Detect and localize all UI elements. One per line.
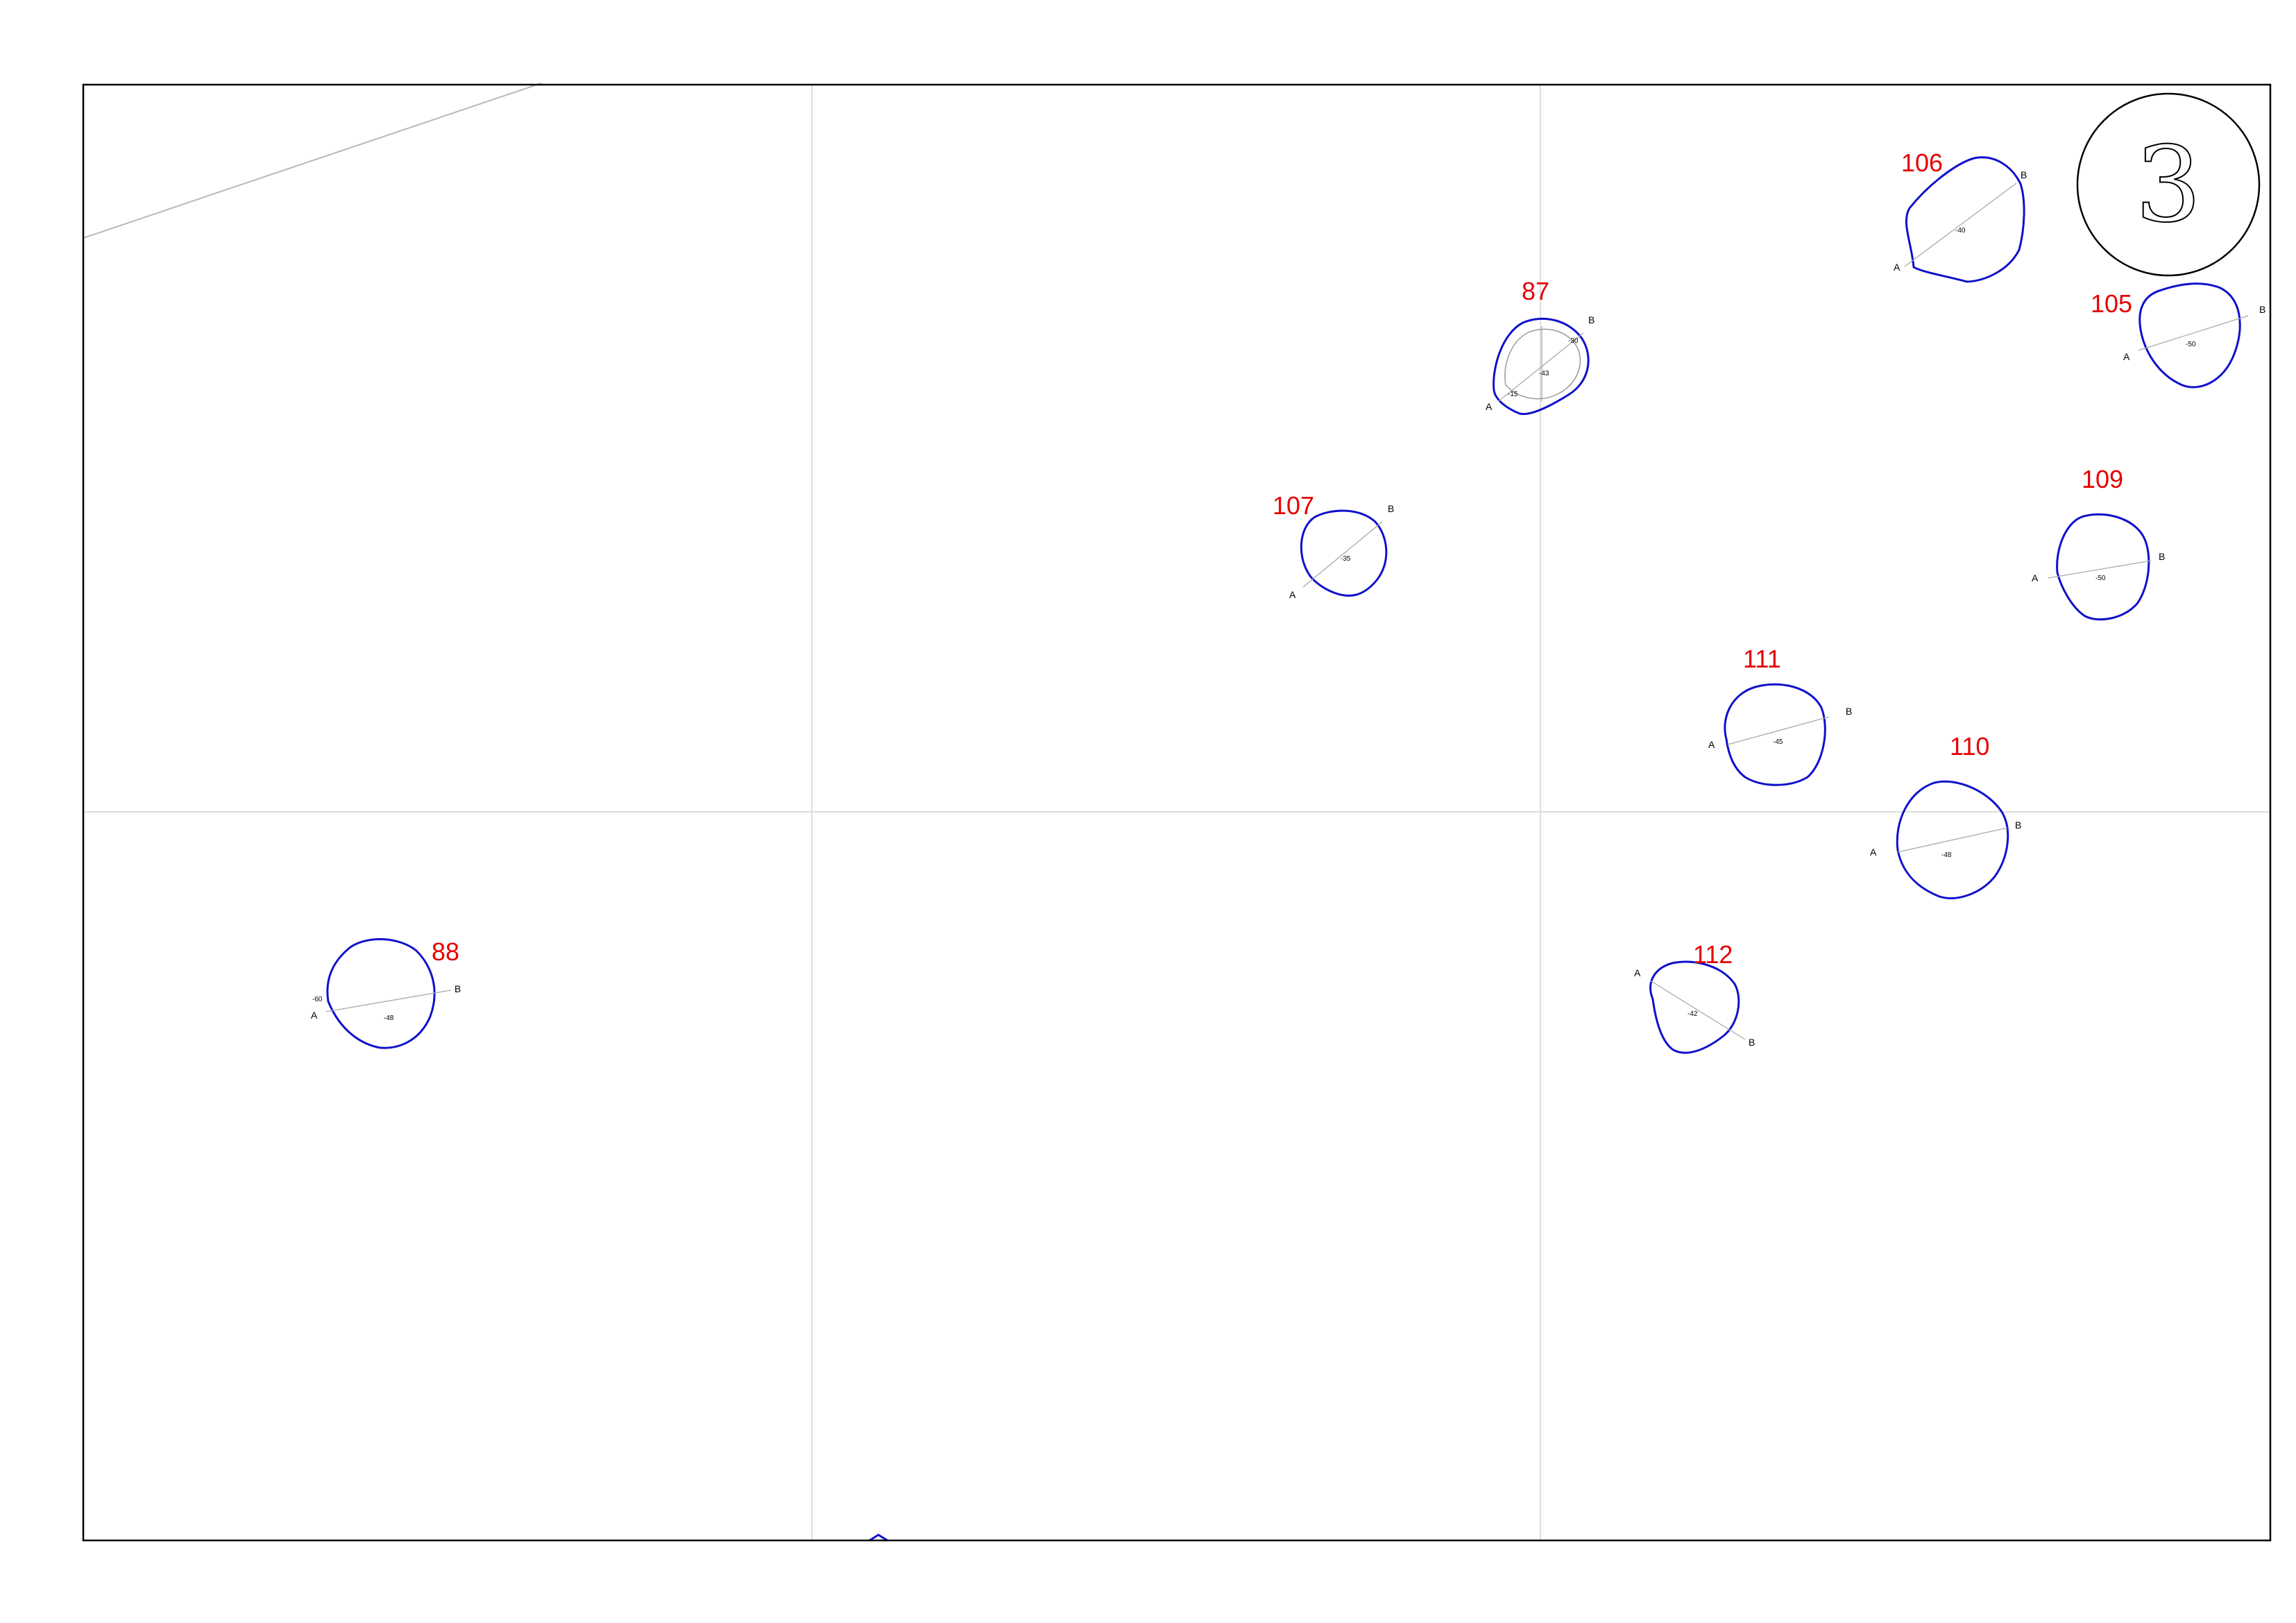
depth-value: -30: [1568, 337, 1579, 345]
section-line: [1904, 182, 2017, 267]
section-end-b: B: [2259, 304, 2265, 315]
feature-105[interactable]: 105 A B -50: [2091, 282, 2265, 389]
depth-value: -60: [312, 996, 323, 1003]
depth-value: -15: [1508, 391, 1518, 398]
feature-outline: [1724, 683, 1826, 786]
feature-88[interactable]: 88 A B -60 -48: [311, 937, 461, 1049]
section-end-a: A: [1708, 739, 1715, 750]
grid: [83, 85, 2270, 1540]
section-end-b: B: [1388, 503, 1394, 514]
feature-number: 87: [1522, 277, 1549, 305]
section-end-b: B: [2159, 551, 2165, 562]
feature-number: 105: [2091, 289, 2132, 318]
section-end-b: B: [454, 983, 461, 994]
section-end-a: A: [1634, 967, 1641, 978]
feature-outline: [1493, 317, 1590, 416]
feature-106[interactable]: 106 A B -40: [1894, 148, 2027, 283]
feature-number: 107: [1273, 491, 1314, 520]
feature-number: 110: [1950, 732, 1989, 760]
section-end-a: A: [1486, 401, 1493, 412]
section-end-a: A: [1870, 847, 1877, 858]
section-line: [2048, 560, 2152, 579]
depth-value: -35: [1341, 555, 1351, 563]
depth-value: -48: [384, 1014, 394, 1022]
feature-111[interactable]: 111 A B -45: [1708, 645, 1852, 786]
section-end-a: A: [1894, 262, 1900, 273]
feature-outline: [1905, 156, 2025, 283]
depth-value: -50: [2095, 575, 2106, 582]
depth-value: -50: [2186, 341, 2196, 348]
feature-87[interactable]: 87 A B -30 -43 -15: [1486, 277, 1595, 416]
section-line: [1727, 716, 1830, 745]
feature-number: 112: [1693, 940, 1733, 969]
feature-110[interactable]: 110 A B -48: [1870, 732, 2021, 899]
depth-value: -45: [1773, 738, 1783, 746]
feature-outline: [2138, 282, 2241, 389]
sheet-number: 3: [2135, 125, 2201, 246]
feature-112[interactable]: 112 A B -42: [1634, 940, 1755, 1054]
section-line: [1897, 827, 2008, 853]
boundary-line: [83, 83, 542, 239]
depth-value: -48: [1941, 851, 1952, 859]
section-end-b: B: [2021, 169, 2027, 180]
sheet-number-circle: [2076, 92, 2261, 277]
section-line: [1498, 332, 1584, 402]
sheet-number-badge: 3: [2076, 92, 2261, 277]
depth-value: -43: [1539, 370, 1549, 377]
feature-number: 109: [2082, 465, 2123, 493]
feature-outline: [2056, 513, 2150, 621]
section-line: [2138, 315, 2249, 351]
feature-number: 88: [432, 937, 459, 966]
section-end-b: B: [2015, 819, 2021, 831]
section-end-a: A: [2123, 351, 2130, 362]
feature-number: 106: [1901, 148, 1943, 177]
depth-value: -40: [1955, 227, 1966, 235]
drawing-frame: [82, 83, 2272, 1542]
section-line: [1302, 521, 1383, 588]
feature-outline: [1649, 960, 1740, 1054]
feature-fragment-bottom: [869, 1533, 888, 1542]
section-end-b: B: [1749, 1037, 1755, 1048]
section-line: [1649, 980, 1746, 1040]
section-line: [325, 989, 452, 1012]
section-end-a: A: [311, 1010, 318, 1021]
feature-outline: [1896, 780, 2009, 899]
section-end-b: B: [1588, 314, 1595, 325]
feature-109[interactable]: 109 A B -50: [2032, 465, 2165, 621]
section-end-b: B: [1846, 706, 1852, 717]
feature-outline: [1300, 509, 1388, 597]
depth-value: -42: [1687, 1010, 1698, 1018]
feature-107[interactable]: 107 A B -35: [1273, 491, 1394, 600]
feature-outline: [326, 938, 436, 1049]
section-end-a: A: [2032, 572, 2039, 584]
section-end-a: A: [1289, 589, 1296, 600]
feature-number: 111: [1743, 645, 1781, 673]
